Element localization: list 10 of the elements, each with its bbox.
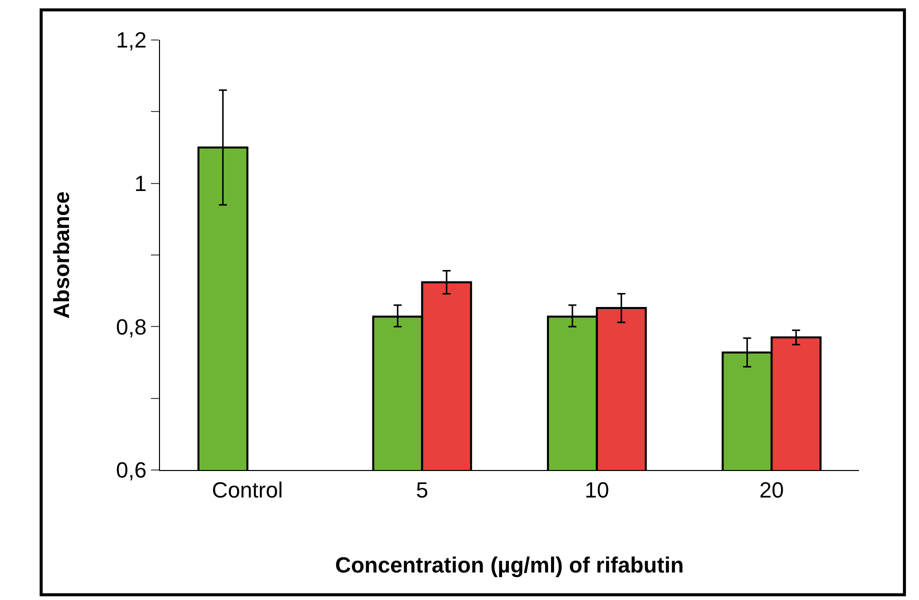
y-tick-label: 0,8 bbox=[116, 314, 147, 340]
x-tick-label: 20 bbox=[759, 477, 784, 502]
y-tick-label: 0,6 bbox=[116, 458, 147, 483]
x-tick-label: 5 bbox=[416, 477, 428, 502]
y-axis-title: Absorbance bbox=[48, 191, 74, 319]
y-tick-label: 1 bbox=[134, 171, 147, 196]
x-tick-label: Control bbox=[212, 477, 283, 502]
x-tick-label: 10 bbox=[584, 477, 610, 502]
x-axis-title: Concentration (µg/ml) of rifabutin bbox=[335, 552, 684, 578]
y-tick-label: 1,2 bbox=[116, 28, 147, 53]
